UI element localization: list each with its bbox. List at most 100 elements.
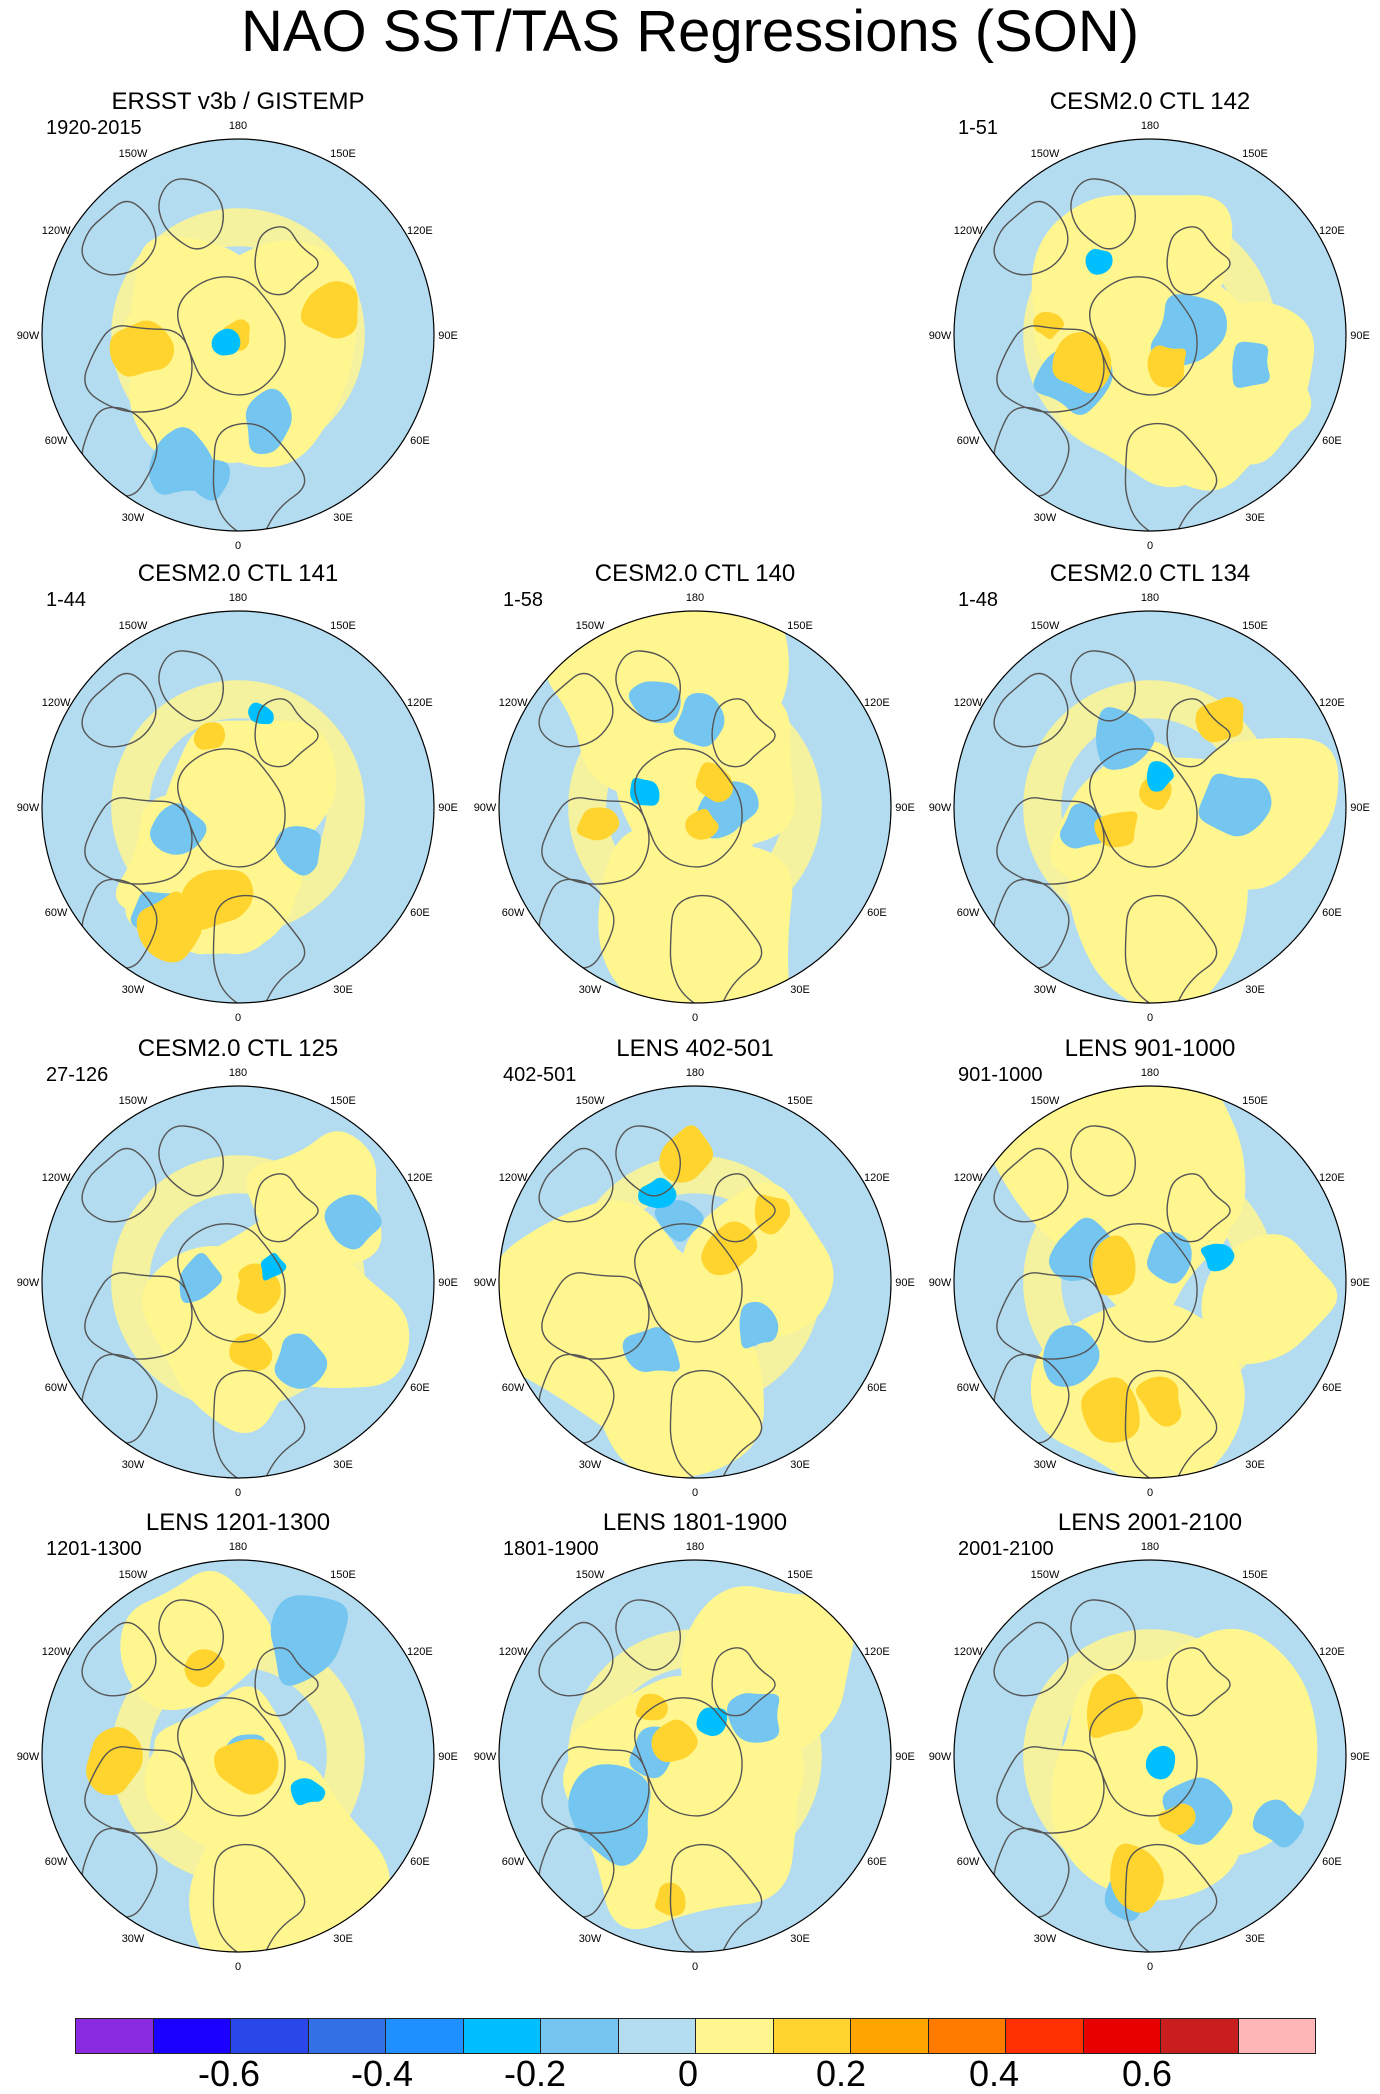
longitude-label: 90W	[474, 802, 497, 814]
anomaly-field	[954, 1560, 1346, 1952]
longitude-label: 0	[235, 1012, 241, 1024]
colorbar-box	[695, 2018, 774, 2054]
longitude-label: 120E	[864, 697, 890, 709]
longitude-label: 150E	[1242, 620, 1268, 632]
longitude-label: 30E	[1245, 1459, 1265, 1471]
longitude-label: 0	[1147, 1012, 1153, 1024]
colorbar-tick-label: -0.4	[350, 2053, 414, 2094]
colorbar-box	[307, 2018, 386, 2054]
longitude-label: 90W	[929, 1751, 952, 1763]
longitude-label: 30W	[1034, 512, 1057, 524]
longitude-label: 60E	[867, 1382, 887, 1394]
colorbar-box	[152, 2018, 231, 2054]
anomaly-field	[954, 611, 1346, 1003]
longitude-label: 150W	[119, 620, 148, 632]
longitude-label: 90E	[1350, 330, 1370, 342]
longitude-label: 150E	[787, 1569, 813, 1581]
longitude-label: 60E	[410, 907, 430, 919]
colorbar-tick-label: 0	[677, 2053, 699, 2094]
coastlines	[81, 1125, 319, 1478]
longitude-label: 30E	[790, 984, 810, 996]
longitude-label: 30W	[122, 1459, 145, 1471]
period-label: 1201-1300	[46, 1538, 142, 1560]
longitude-label: 60E	[410, 435, 430, 447]
longitude-label: 150W	[119, 148, 148, 160]
longitude-label: 180	[686, 592, 704, 604]
longitude-label: 60W	[45, 907, 68, 919]
longitude-label: 60E	[1322, 907, 1342, 919]
longitude-label: 60W	[45, 1856, 68, 1868]
coastlines	[538, 1599, 776, 1952]
longitude-label: 150E	[1242, 1095, 1268, 1107]
polar-map: 180 150E 120E 90E 60E 30E 0 30W 60W 90W 120W 150W	[929, 120, 1370, 552]
longitude-label: 180	[229, 592, 247, 604]
anomaly-field	[499, 611, 891, 1003]
map-panel: CESM2.0 CTL 140 180 150E 120E 90E 60E 30E 0 30W 6…	[465, 560, 925, 1030]
longitude-label: 60W	[957, 435, 980, 447]
longitude-label: 120E	[1319, 1646, 1345, 1658]
longitude-label: 90E	[895, 802, 915, 814]
map-panel: ERSST v3b / GISTEMP 180 150E 120E 90E 60E 30E 0…	[8, 88, 468, 558]
longitude-label: 60E	[1322, 1856, 1342, 1868]
period-label: 2001-2100	[958, 1538, 1054, 1560]
panel-title: CESM2.0 CTL 141	[137, 560, 339, 587]
colorbar-box	[230, 2018, 309, 2054]
longitude-label: 0	[235, 1961, 241, 1973]
map-panel: LENS 402-501 180 150E 120E 90E 60E 30E 0 30W 60W 9…	[465, 1035, 925, 1505]
longitude-label: 60E	[1322, 1382, 1342, 1394]
longitude-label: 0	[1147, 540, 1153, 552]
longitude-label: 90W	[474, 1751, 497, 1763]
period-label: 1801-1900	[503, 1538, 599, 1560]
longitude-label: 180	[229, 1067, 247, 1079]
panel-title: LENS 901-1000	[1064, 1035, 1236, 1062]
colorbar-box	[462, 2018, 541, 2054]
longitude-label: 150W	[1031, 148, 1060, 160]
longitude-label: 120W	[42, 225, 71, 237]
longitude-label: 150W	[576, 1095, 605, 1107]
longitude-label: 60E	[1322, 435, 1342, 447]
longitude-label: 60W	[957, 1856, 980, 1868]
longitude-label: 30W	[122, 512, 145, 524]
longitude-label: 120E	[1319, 697, 1345, 709]
colorbar-tick-label: 0.6	[1121, 2053, 1173, 2094]
longitude-label: 60W	[45, 435, 68, 447]
longitude-label: 120W	[954, 1172, 983, 1184]
longitude-label: 150E	[787, 1095, 813, 1107]
colorbar-box	[927, 2018, 1006, 2054]
coastlines	[993, 650, 1231, 1003]
longitude-label: 30W	[1034, 1459, 1057, 1471]
panel-title: CESM2.0 CTL 142	[1049, 88, 1251, 115]
longitude-label: 30W	[122, 1933, 145, 1945]
polar-map: 180 150E 120E 90E 60E 30E 0 30W 60W 90W 120W 150W	[17, 1541, 458, 1973]
panel-title: CESM2.0 CTL 134	[1049, 560, 1251, 587]
polar-map: 180 150E 120E 90E 60E 30E 0 30W 60W 90W 120W 150W	[929, 1067, 1370, 1499]
longitude-label: 0	[1147, 1487, 1153, 1499]
longitude-label: 60E	[410, 1382, 430, 1394]
longitude-label: 120E	[407, 225, 433, 237]
longitude-label: 120E	[864, 1172, 890, 1184]
longitude-label: 180	[1141, 592, 1159, 604]
longitude-label: 120E	[1319, 225, 1345, 237]
longitude-label: 60W	[502, 1382, 525, 1394]
longitude-label: 180	[1141, 1067, 1159, 1079]
longitude-label: 120E	[407, 1172, 433, 1184]
polar-map: 180 150E 120E 90E 60E 30E 0 30W 60W 90W 120W 150W	[929, 592, 1370, 1024]
colorbar-box	[1082, 2018, 1161, 2054]
longitude-label: 150E	[330, 620, 356, 632]
map-panel: CESM2.0 CTL 142 180 150E 120E 90E 60E 30E 0 30W 6…	[920, 88, 1380, 558]
longitude-label: 150W	[119, 1569, 148, 1581]
panel-title: CESM2.0 CTL 125	[137, 1035, 339, 1062]
longitude-label: 120W	[499, 697, 528, 709]
panel-title: LENS 2001-2100	[1057, 1509, 1243, 1536]
longitude-label: 0	[235, 1487, 241, 1499]
longitude-label: 150W	[119, 1095, 148, 1107]
colorbar-box	[1160, 2018, 1239, 2054]
longitude-label: 180	[686, 1541, 704, 1553]
period-label: 1-58	[503, 589, 544, 611]
anomaly-field	[42, 139, 434, 531]
longitude-label: 60E	[867, 907, 887, 919]
longitude-label: 30E	[333, 512, 353, 524]
longitude-label: 0	[692, 1961, 698, 1973]
longitude-label: 90E	[438, 1277, 458, 1289]
colorbar-tick-label: -0.6	[197, 2053, 261, 2094]
